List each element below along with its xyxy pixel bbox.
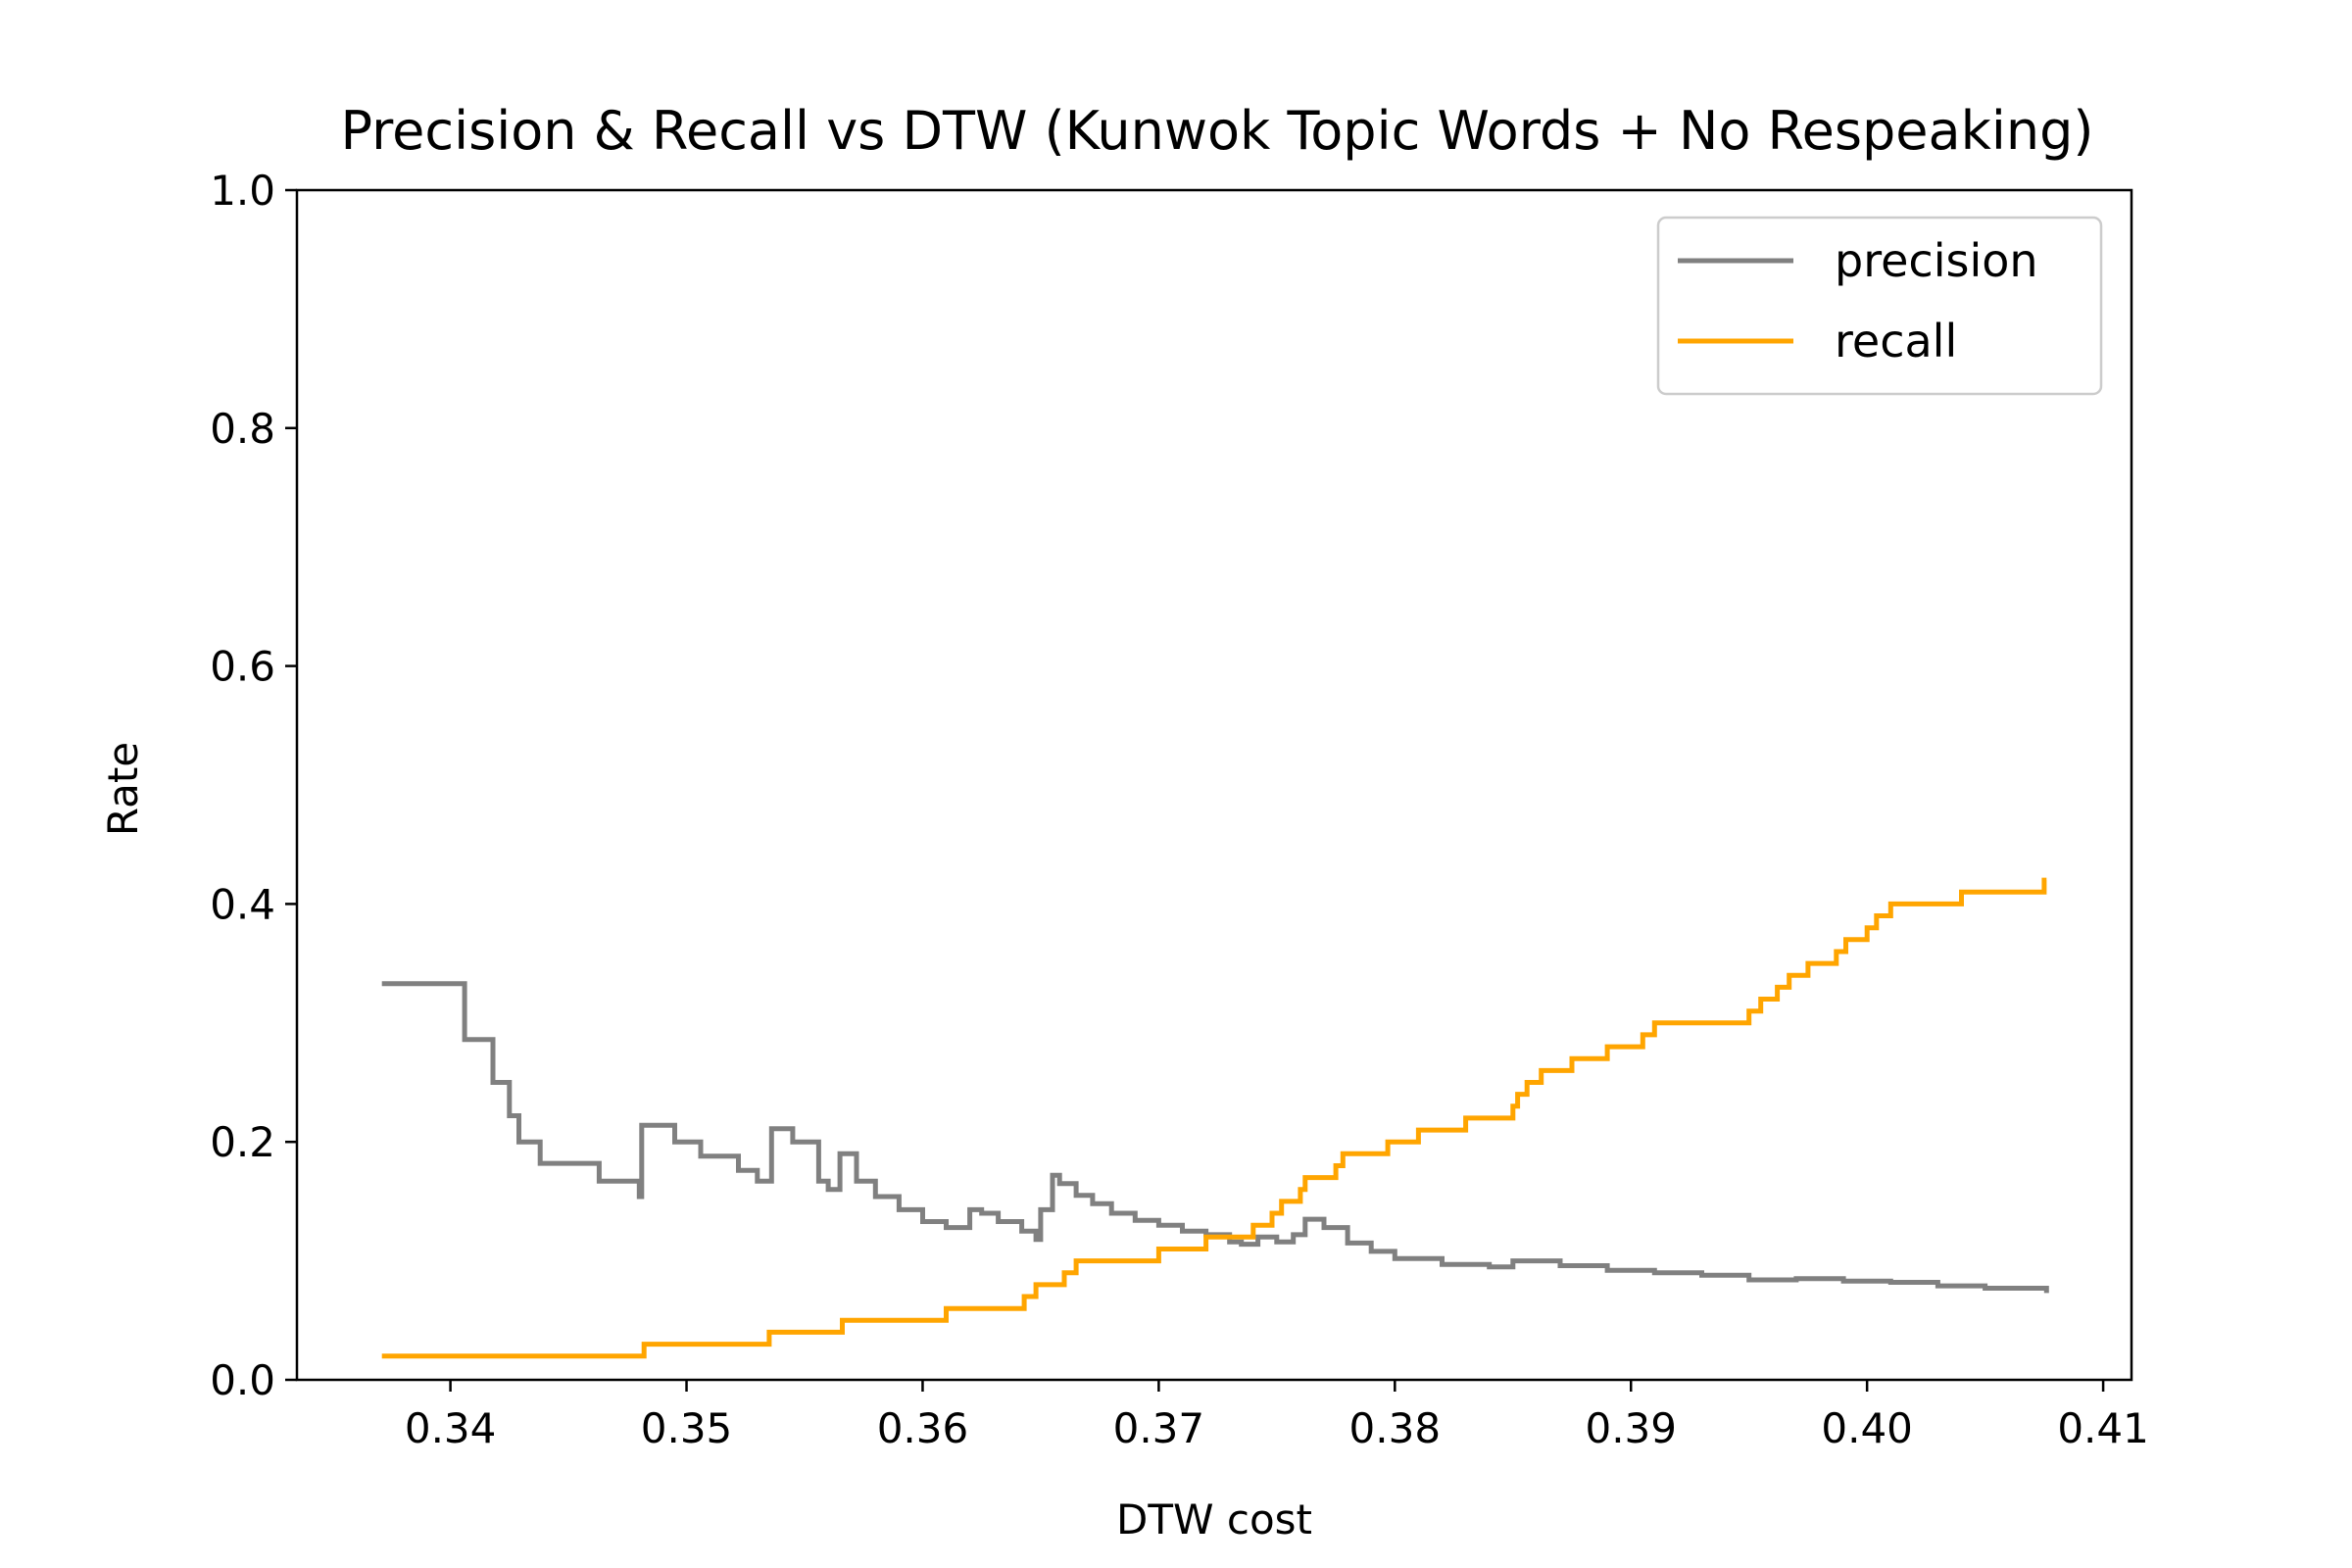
x-tick-label: 0.35 <box>641 1404 733 1452</box>
chart-title: Precision & Recall vs DTW (Kunwok Topic … <box>341 100 2094 162</box>
y-axis: 0.0 0.2 0.4 0.6 0.8 1.0 <box>210 167 297 1404</box>
y-tick-label: 0.4 <box>210 880 275 928</box>
y-tick-label: 0.8 <box>210 405 275 453</box>
y-tick-label: 0.6 <box>210 643 275 691</box>
series-line-precision <box>381 981 2049 1294</box>
series-layer <box>381 877 2049 1359</box>
x-tick-label: 0.34 <box>405 1404 497 1452</box>
y-tick-label: 0.0 <box>210 1356 275 1404</box>
x-tick-label: 0.41 <box>2057 1404 2149 1452</box>
legend-label-precision: precision <box>1835 234 2038 287</box>
x-tick-label: 0.39 <box>1585 1404 1677 1452</box>
y-axis-label: Rate <box>99 742 147 836</box>
x-axis-label: DTW cost <box>1116 1495 1312 1544</box>
x-tick-label: 0.37 <box>1113 1404 1205 1452</box>
x-tick-label: 0.40 <box>1821 1404 1913 1452</box>
series-line-recall <box>381 877 2047 1359</box>
x-axis: 0.34 0.35 0.36 0.37 0.38 0.39 0.40 0.41 <box>405 1380 2149 1452</box>
y-tick-label: 0.2 <box>210 1118 275 1166</box>
x-tick-label: 0.38 <box>1349 1404 1442 1452</box>
legend-label-recall: recall <box>1835 315 1957 368</box>
y-tick-label: 1.0 <box>210 167 275 215</box>
legend: precision recall <box>1656 216 2103 396</box>
plot-frame <box>295 188 2133 1382</box>
x-tick-label: 0.36 <box>877 1404 969 1452</box>
